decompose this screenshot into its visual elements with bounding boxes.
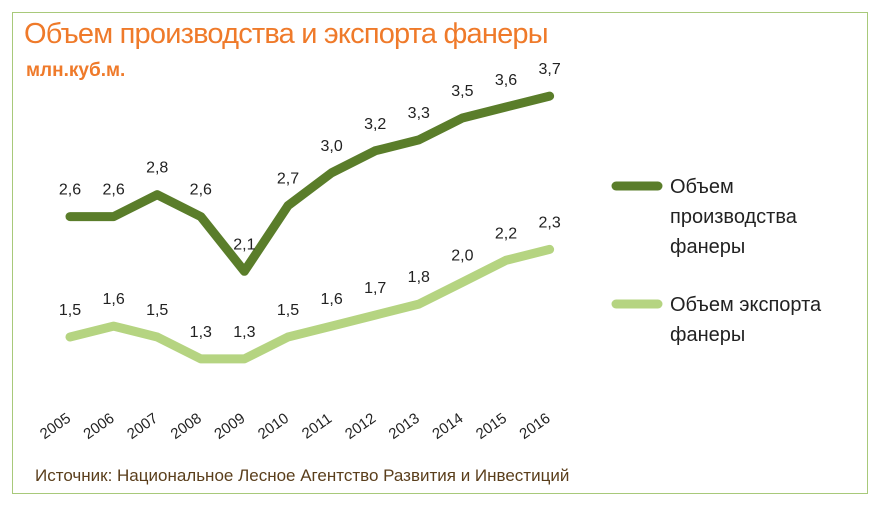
data-label: 2,2 bbox=[495, 225, 517, 242]
legend-entry-2: Объем экспорта фанеры bbox=[670, 294, 822, 346]
chart-subtitle: млн.куб.м. bbox=[26, 60, 126, 81]
data-label: 1,3 bbox=[190, 324, 212, 341]
data-label: 1,5 bbox=[277, 302, 299, 319]
x-tick-label: 2012 bbox=[342, 410, 379, 443]
data-label: 2,6 bbox=[190, 182, 212, 199]
x-tick-label: 2015 bbox=[473, 410, 510, 443]
data-label: 3,0 bbox=[320, 138, 342, 155]
x-tick-label: 2011 bbox=[299, 410, 335, 442]
data-label: 3,2 bbox=[364, 116, 386, 133]
data-label: 3,5 bbox=[451, 83, 473, 100]
data-label: 1,6 bbox=[102, 291, 124, 308]
data-label: 2,1 bbox=[233, 236, 255, 253]
x-tick-label: 2007 bbox=[124, 410, 161, 443]
x-tick-label: 2008 bbox=[168, 410, 205, 443]
source-note: Источник: Национальное Лесное Агентство … bbox=[35, 466, 570, 485]
data-label: 2,6 bbox=[59, 182, 81, 199]
x-tick-label: 2013 bbox=[386, 410, 423, 443]
data-label: 2,0 bbox=[451, 247, 473, 264]
data-label: 1,7 bbox=[364, 280, 386, 297]
data-label: 1,5 bbox=[146, 302, 168, 319]
data-label: 1,5 bbox=[59, 302, 81, 319]
chart-title: Объем производства и экспорта фанеры bbox=[24, 18, 549, 50]
x-tick-label: 2009 bbox=[211, 410, 248, 443]
chart-frame bbox=[12, 12, 868, 494]
x-tick-label: 2005 bbox=[37, 410, 74, 443]
x-tick-label: 2014 bbox=[429, 410, 466, 443]
x-tick-label: 2016 bbox=[516, 410, 553, 443]
data-label: 2,3 bbox=[538, 214, 560, 231]
data-label: 2,8 bbox=[146, 160, 168, 177]
series-line-1 bbox=[65, 91, 555, 276]
data-label: 1,3 bbox=[233, 324, 255, 341]
data-label: 2,6 bbox=[102, 182, 124, 199]
legend-entry-1: Объем производства фанеры bbox=[670, 176, 798, 258]
data-label: 3,6 bbox=[495, 72, 517, 89]
data-label: 1,8 bbox=[408, 269, 430, 286]
data-label: 3,3 bbox=[408, 105, 430, 122]
data-label: 3,7 bbox=[538, 61, 560, 78]
data-label: 2,7 bbox=[277, 171, 299, 188]
x-tick-label: 2010 bbox=[255, 410, 292, 443]
data-label: 1,6 bbox=[320, 291, 342, 308]
series-line-2 bbox=[65, 244, 555, 364]
x-tick-label: 2006 bbox=[80, 410, 117, 443]
